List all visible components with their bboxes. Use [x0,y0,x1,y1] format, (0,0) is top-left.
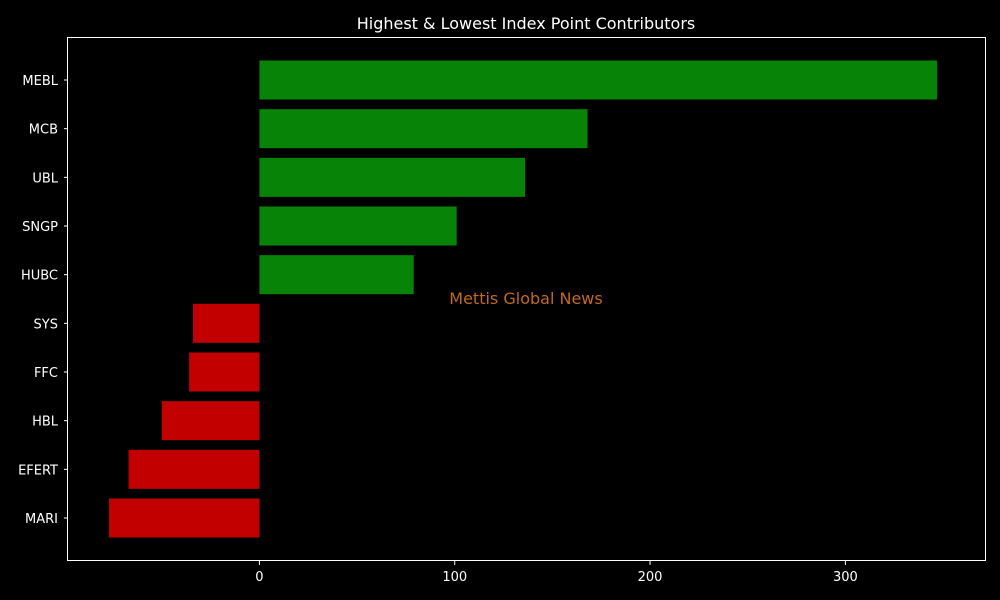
x-tick-label: 0 [255,570,263,585]
y-axis: MEBL MCB UBL SNGP HUBC SYS FFC HBL EFERT MARI [18,74,68,527]
y-tick-label: MCB [29,123,58,138]
y-tick-label: UBL [32,171,58,186]
y-tick-label: MEBL [22,74,58,89]
watermark-text: Mettis Global News [449,289,602,308]
y-tick-label: FFC [34,366,58,381]
bar-hbl [161,401,260,441]
bar-hubc [259,255,414,295]
y-tick-label: HBL [32,415,59,430]
bar-ubl [259,157,526,197]
bar-sngp [259,206,457,246]
x-tick-label: 300 [833,570,858,585]
y-tick-label: HUBC [21,269,58,284]
x-tick-label: 100 [442,570,467,585]
plot-frame [67,37,986,561]
y-tick-label: SNGP [22,220,58,235]
y-tick-label: MARI [25,512,58,527]
x-tick-label: 200 [638,570,663,585]
bar-mebl [259,60,938,100]
chart-title: Highest & Lowest Index Point Contributor… [357,14,696,33]
x-axis: 0 100 200 300 [255,561,858,585]
bar-ffc [189,352,260,392]
bar-sys [193,303,260,343]
y-tick-label: SYS [34,317,58,332]
y-tick-label: EFERT [18,463,58,478]
bar-mari [109,498,260,538]
bar-efert [128,449,260,489]
bar-mcb [259,109,588,149]
bars-group [109,60,938,538]
